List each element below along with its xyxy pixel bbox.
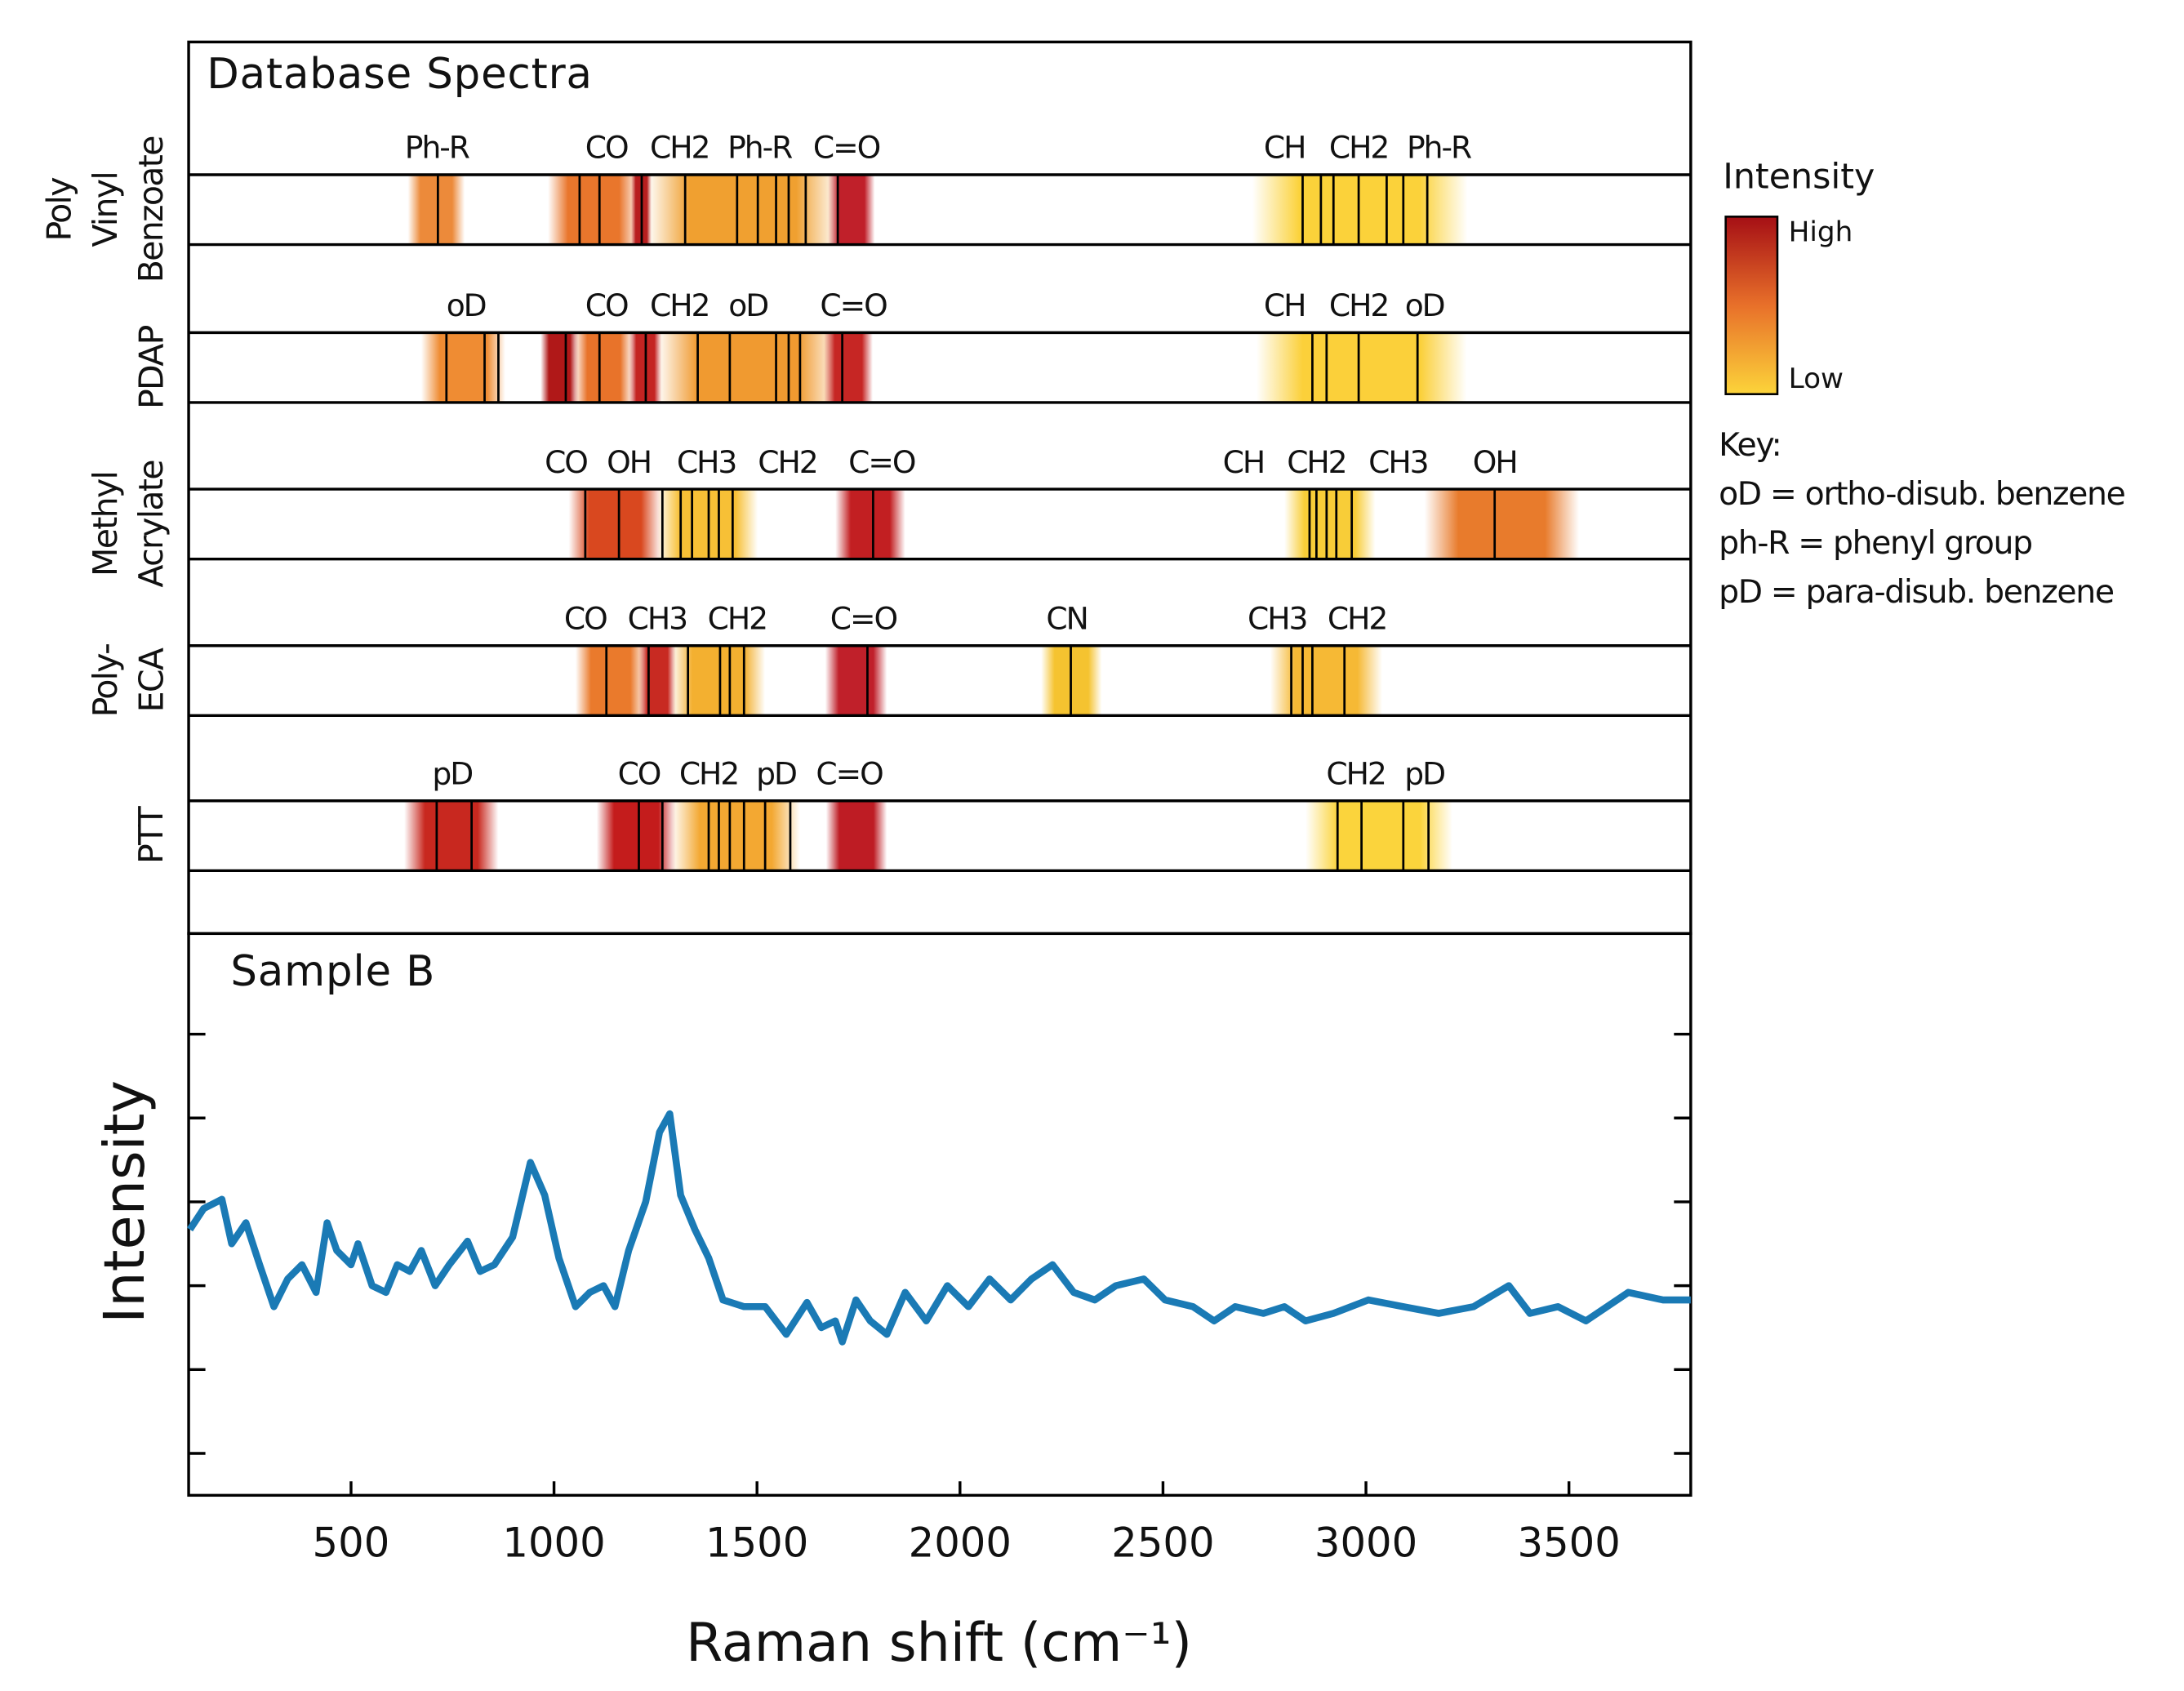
band-label: C=O: [816, 755, 883, 791]
band-label: CH: [1264, 130, 1305, 166]
x-axis-label: Raman shift (cm⁻¹): [686, 1613, 1192, 1674]
row-name: PTT: [131, 805, 171, 864]
y-axis-label: Intensity: [92, 1080, 158, 1324]
band-label: OH: [1473, 444, 1517, 480]
intensity-band: [638, 645, 676, 716]
band-label: pD: [1404, 755, 1444, 791]
band-label: CO: [545, 444, 587, 480]
band-label: CH2: [650, 130, 709, 166]
intensity-band: [575, 645, 646, 716]
key-item: oD = ortho-disub. benzene: [1719, 475, 2125, 513]
intensity-band: [596, 800, 676, 871]
band-label: oD: [447, 287, 486, 323]
band-label: Ph-R: [405, 130, 470, 166]
band-label: C=O: [830, 600, 897, 636]
band-label: OH: [607, 444, 651, 480]
band-label: CH2: [650, 287, 709, 323]
band-label: C=O: [848, 444, 915, 480]
band-label: Ph-R: [1407, 130, 1472, 166]
band-label: CH: [1264, 287, 1305, 323]
band-label: CH2: [1287, 444, 1346, 480]
band-label: CO: [564, 600, 607, 636]
x-tick-label: 3500: [1518, 1519, 1621, 1566]
band-label: CO: [618, 755, 661, 791]
x-tick-label: 500: [313, 1519, 390, 1566]
band-label: pD: [756, 755, 796, 791]
band-label: oD: [728, 287, 767, 323]
intensity-band: [1256, 332, 1467, 403]
intensity-band: [540, 332, 579, 403]
intensity-band: [548, 175, 639, 245]
intensity-band: [647, 175, 838, 245]
band-label: CH2: [708, 600, 767, 636]
band-label: CN: [1046, 600, 1087, 636]
band-label: CH3: [1368, 444, 1427, 480]
intensity-band: [574, 332, 634, 403]
panel-title: Database Spectra: [207, 50, 593, 99]
intensity-band: [407, 175, 465, 245]
panel-title: Sample B: [230, 947, 435, 996]
band-label: CH2: [1326, 755, 1385, 791]
row-name: Benzoate: [131, 136, 171, 283]
intensity-band: [1252, 175, 1468, 245]
intensity-band: [657, 332, 838, 403]
intensity-band: [825, 645, 887, 716]
key-title: Key:: [1719, 426, 1781, 464]
intensity-band: [671, 645, 766, 716]
intensity-band: [420, 332, 505, 403]
band-label: CH2: [1328, 600, 1386, 636]
band-label: pD: [432, 755, 472, 791]
legend-low: Low: [1789, 363, 1844, 395]
x-tick-label: 2000: [909, 1519, 1012, 1566]
row-name: Acrylate: [131, 461, 171, 588]
x-tick-label: 3000: [1314, 1519, 1417, 1566]
band-label: CH2: [1329, 287, 1388, 323]
band-label: CH2: [1329, 130, 1388, 166]
band-label: CH3: [677, 444, 736, 480]
intensity-band: [1270, 645, 1382, 716]
intensity-band: [671, 800, 800, 871]
band-label: CH2: [679, 755, 738, 791]
band-label: CH2: [758, 444, 816, 480]
intensity-band: [1424, 489, 1580, 559]
band-label: CH3: [628, 600, 687, 636]
band-label: oD: [1405, 287, 1444, 323]
key-item: pD = para-disub. benzene: [1719, 573, 2114, 611]
intensity-band: [825, 800, 887, 871]
x-tick-label: 1500: [705, 1519, 808, 1566]
band-label: CH: [1223, 444, 1264, 480]
x-tick-label: 2500: [1111, 1519, 1214, 1566]
row-name: Methyl: [86, 472, 125, 576]
intensity-band: [1305, 800, 1452, 871]
legend-high: High: [1789, 216, 1853, 248]
intensity-band: [835, 489, 905, 559]
colorbar: [1724, 216, 1779, 395]
row-name: PDAP: [131, 325, 171, 409]
intensity-band: [828, 175, 875, 245]
band-label: Ph-R: [727, 130, 793, 166]
key-item: ph-R = phenyl group: [1719, 524, 2032, 562]
band-label: CO: [585, 287, 628, 323]
row-name: Vinyl: [86, 172, 125, 247]
intensity-band: [404, 800, 499, 871]
band-label: CH3: [1248, 600, 1306, 636]
row-name: ECA: [131, 647, 171, 712]
intensity-band: [568, 489, 662, 559]
spectrum-line: [187, 1110, 1691, 1346]
sample-panel-frame: [187, 932, 1692, 1497]
legend-title: Intensity: [1723, 157, 1875, 198]
intensity-band: [1284, 489, 1376, 559]
row-name: Poly-: [86, 644, 125, 718]
band-label: CO: [585, 130, 628, 166]
band-label: C=O: [813, 130, 880, 166]
row-name: Poly: [39, 177, 78, 242]
x-tick-label: 1000: [502, 1519, 605, 1566]
band-label: C=O: [820, 287, 887, 323]
intensity-band: [824, 332, 873, 403]
